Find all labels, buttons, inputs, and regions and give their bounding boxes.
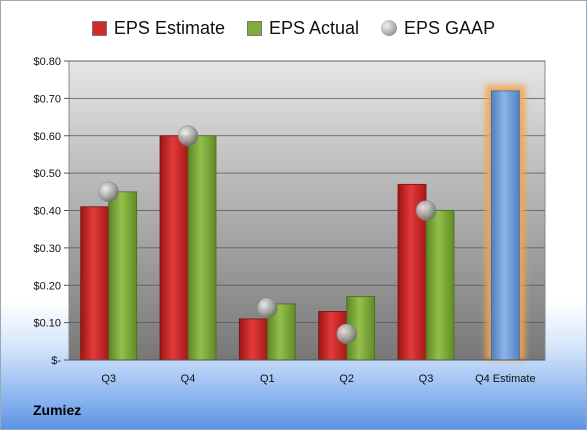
point-eps-gaap xyxy=(336,323,357,345)
company-name: Zumiez xyxy=(33,402,82,418)
legend-item-estimate: EPS Estimate xyxy=(91,17,225,39)
y-tick-label: $0.10 xyxy=(33,318,61,330)
y-tick-label: $0.30 xyxy=(33,243,61,255)
bar-eps-actual xyxy=(187,135,217,361)
legend-swatch-actual xyxy=(246,20,262,36)
y-tick-label: $0.80 xyxy=(33,56,61,68)
y-tick-label: $- xyxy=(51,355,61,367)
y-tick-label: $0.50 xyxy=(33,168,61,180)
x-tick-label: Q4 Estimate xyxy=(475,373,536,385)
bar-eps-estimate xyxy=(159,135,189,361)
legend-item-gaap: EPS GAAP xyxy=(381,18,495,39)
point-eps-gaap xyxy=(415,200,437,221)
point-eps-gaap xyxy=(98,181,119,203)
point-eps-gaap xyxy=(177,125,199,146)
x-tick-label: Q4 xyxy=(181,373,196,385)
legend-swatch-gaap xyxy=(381,20,398,36)
chart-legend: EPS Estimate EPS Actual EPS GAAP xyxy=(0,10,587,46)
x-tick-label: Q1 xyxy=(260,373,275,385)
bar-eps-estimate xyxy=(238,318,268,361)
bar-eps-estimate xyxy=(80,206,110,361)
point-eps-gaap xyxy=(257,297,278,318)
y-tick-label: $0.20 xyxy=(33,280,61,292)
bar-eps-actual xyxy=(108,191,138,361)
x-tick-label: Q3 xyxy=(419,373,434,385)
y-tick-label: $0.70 xyxy=(33,93,61,105)
legend-label-estimate: EPS Estimate xyxy=(113,17,225,38)
bar-q4-estimate xyxy=(490,90,520,361)
legend-swatch-estimate xyxy=(91,20,107,36)
legend-label-gaap: EPS GAAP xyxy=(404,17,496,38)
x-tick-label: Q2 xyxy=(339,373,354,385)
legend-label-actual: EPS Actual xyxy=(268,17,360,38)
legend-item-actual: EPS Actual xyxy=(246,17,360,39)
y-tick-label: $0.40 xyxy=(33,206,61,218)
bar-eps-actual xyxy=(425,210,455,361)
x-tick-label: Q3 xyxy=(101,373,116,385)
y-tick-label: $0.60 xyxy=(33,131,61,143)
